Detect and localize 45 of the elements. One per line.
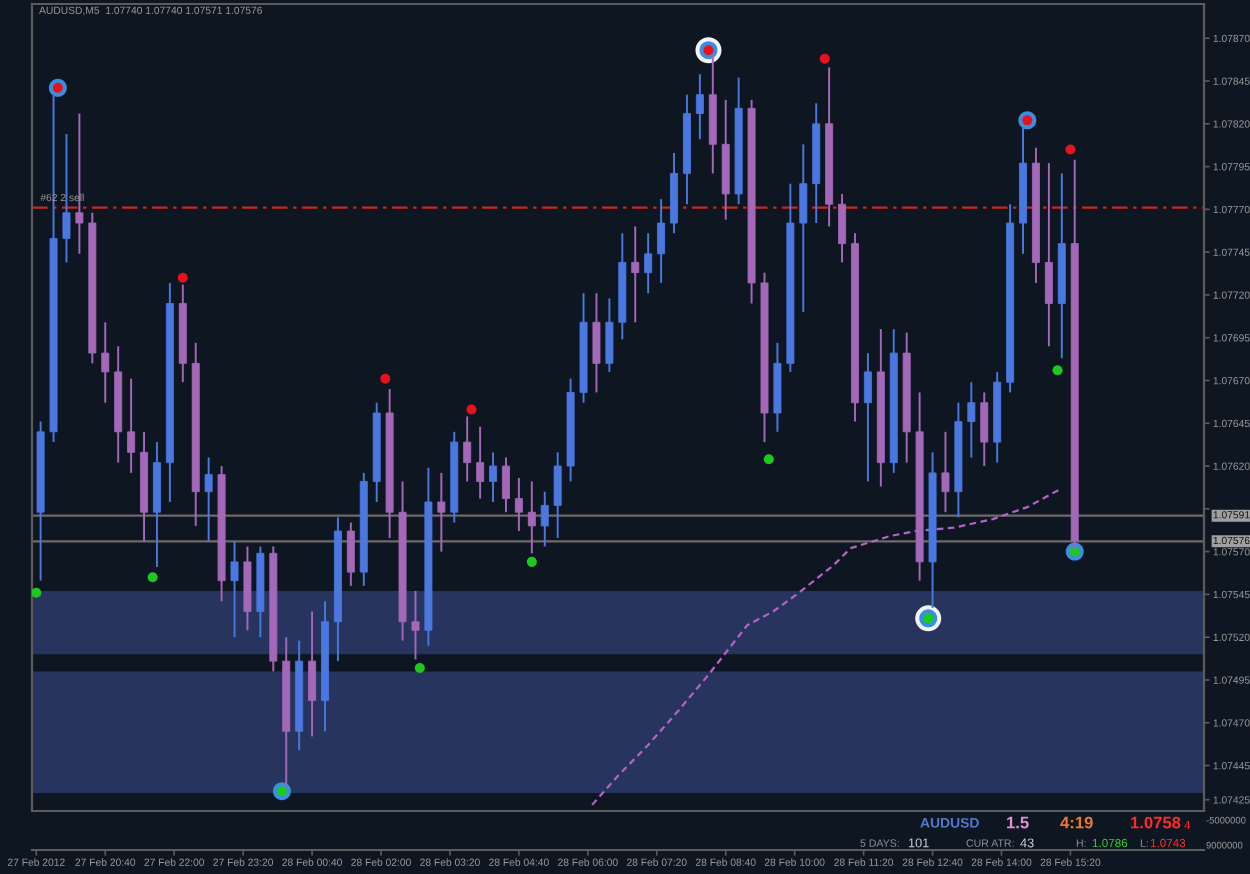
candlestick (411, 589, 420, 661)
candlestick (346, 521, 355, 587)
candlestick (204, 456, 213, 543)
candlestick (463, 415, 472, 483)
candlestick (514, 477, 523, 533)
point (1065, 144, 1076, 155)
candlestick (863, 352, 872, 483)
point (526, 556, 537, 567)
line-series (591, 487, 1063, 806)
text: 1.0758 (1131, 816, 1181, 829)
candlestick (605, 297, 614, 373)
candlestick (489, 451, 498, 503)
candlestick (695, 73, 704, 141)
candlestick (980, 391, 989, 468)
point (763, 454, 774, 465)
candlestick (631, 225, 640, 324)
candlestick (308, 610, 317, 738)
candlestick (476, 425, 485, 500)
candlestick (967, 381, 976, 459)
candlestick (592, 292, 601, 394)
text: 1.5 (1007, 816, 1029, 829)
candlestick (540, 490, 549, 548)
candlestick (127, 377, 136, 474)
candlestick (799, 143, 808, 313)
point (177, 272, 188, 283)
point (414, 662, 425, 673)
candlestick (502, 456, 510, 514)
point (466, 404, 477, 415)
candlestick (437, 471, 446, 553)
point (819, 53, 830, 64)
point (32, 587, 42, 598)
point (380, 373, 391, 384)
point (1052, 365, 1063, 376)
candlestick (553, 451, 562, 539)
candlestick (101, 321, 110, 404)
candlestick (838, 192, 847, 264)
candlestick (644, 232, 653, 295)
candlestick (527, 480, 536, 555)
candlestick (657, 198, 666, 284)
point (147, 572, 158, 583)
candlestick (941, 430, 950, 514)
text: 4:19 (1060, 816, 1093, 829)
candlestick (1044, 162, 1053, 348)
candlestick (62, 133, 71, 264)
candlestick (230, 540, 239, 639)
